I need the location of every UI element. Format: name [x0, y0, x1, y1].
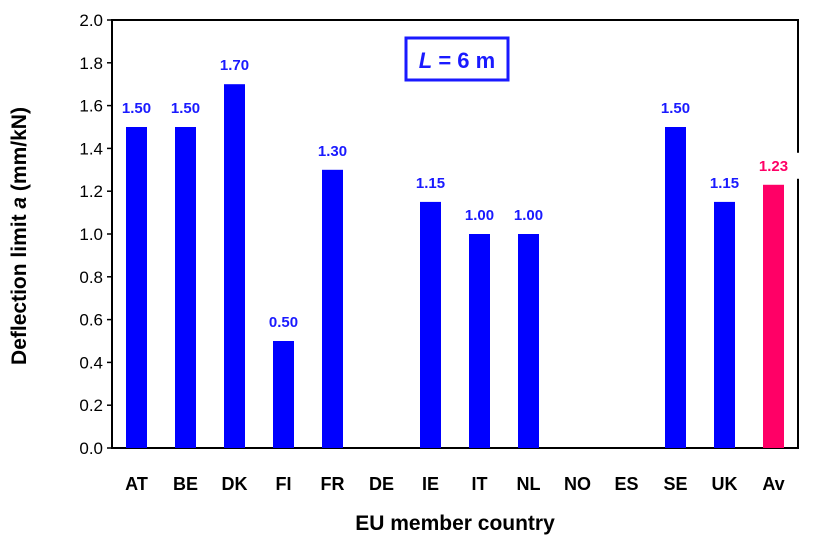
- bar-fr: [322, 169, 343, 449]
- data-label-uk: 1.15: [710, 175, 739, 192]
- plot-frame: [111, 19, 799, 449]
- data-label-fr: 1.30: [318, 143, 347, 160]
- bars: [126, 84, 784, 449]
- data-label-bg: [701, 172, 748, 196]
- data-label-bg: [162, 98, 209, 121]
- data-label-bg: [309, 140, 356, 164]
- x-tick-label: IE: [422, 474, 439, 494]
- x-tick-label: UK: [712, 474, 738, 494]
- data-labels: 1.50 1.50 1.70 0.50 1.30 1.15 1.00 1.00 1.50 1.15…: [113, 55, 802, 335]
- data-label-be: 1.50: [171, 100, 200, 117]
- plot-area: [111, 19, 799, 449]
- x-tick-label: FR: [321, 474, 345, 494]
- data-label-bg: [260, 312, 307, 335]
- x-tick-label: DK: [222, 474, 248, 494]
- x-tick-label: DE: [369, 474, 394, 494]
- x-axis-ticks: AT BE DK FI FR DE IE IT NL NO ES SE UK Av: [125, 474, 785, 494]
- x-tick-label: ES: [614, 474, 638, 494]
- data-label-it: 1.00: [465, 207, 494, 224]
- bar-dk: [224, 84, 245, 448]
- bar-at: [126, 127, 147, 448]
- x-axis-title: EU member country: [355, 512, 555, 535]
- annotation-text: L = 6 m: [419, 48, 495, 73]
- x-tick-label: IT: [472, 474, 488, 494]
- y-axis-title: Deflection limit a (mm/kN): [8, 107, 31, 365]
- data-label-dk: 1.70: [220, 57, 249, 74]
- y-tick-label: 1.6: [79, 97, 103, 116]
- data-label-bg: [407, 172, 454, 196]
- bar-be: [175, 127, 196, 448]
- annotation-box: L = 6 m: [404, 36, 510, 82]
- y-tick-label: 0.4: [79, 353, 103, 372]
- bar-av: [763, 184, 784, 448]
- x-tick-label: Av: [762, 474, 784, 494]
- x-tick-label: AT: [125, 474, 148, 494]
- y-axis-ticks: 0.0 0.2 0.4 0.6 0.8 1.0 1.2 1.4 1.6 1.8 2.0: [79, 11, 112, 458]
- y-tick-label: 1.0: [79, 225, 103, 244]
- bar-uk: [714, 201, 735, 448]
- bar-it: [469, 234, 490, 448]
- bar-fi: [273, 341, 294, 448]
- x-tick-label: NL: [517, 474, 541, 494]
- y-tick-label: 0.6: [79, 311, 103, 330]
- data-label-at: 1.50: [122, 100, 151, 117]
- x-tick-label: NO: [564, 474, 591, 494]
- x-tick-label: BE: [173, 474, 198, 494]
- data-label-bg: [652, 98, 699, 121]
- data-label-se: 1.50: [661, 100, 690, 117]
- data-label-bg: [505, 205, 552, 228]
- y-tick-label: 2.0: [79, 11, 103, 30]
- y-tick-label: 0.2: [79, 396, 103, 415]
- data-label-ie: 1.15: [416, 175, 445, 192]
- bar-ie: [420, 201, 441, 448]
- data-label-fi: 0.50: [269, 314, 298, 331]
- annotation-frame: [404, 36, 510, 82]
- y-tick-label: 0.8: [79, 268, 103, 287]
- bar-nl: [518, 234, 539, 448]
- y-tick-label: 1.2: [79, 182, 103, 201]
- y-tick-label: 1.8: [79, 54, 103, 73]
- bar-se: [665, 127, 686, 448]
- data-label-bg: [113, 98, 160, 121]
- data-label-av: 1.23: [759, 158, 788, 175]
- data-label-bg: [745, 152, 802, 179]
- data-label-nl: 1.00: [514, 207, 543, 224]
- data-label-bg: [456, 205, 503, 228]
- y-tick-label: 0.0: [79, 439, 103, 458]
- data-label-bg: [211, 55, 258, 79]
- x-tick-label: SE: [663, 474, 687, 494]
- x-tick-label: FI: [276, 474, 292, 494]
- y-tick-label: 1.4: [79, 139, 103, 158]
